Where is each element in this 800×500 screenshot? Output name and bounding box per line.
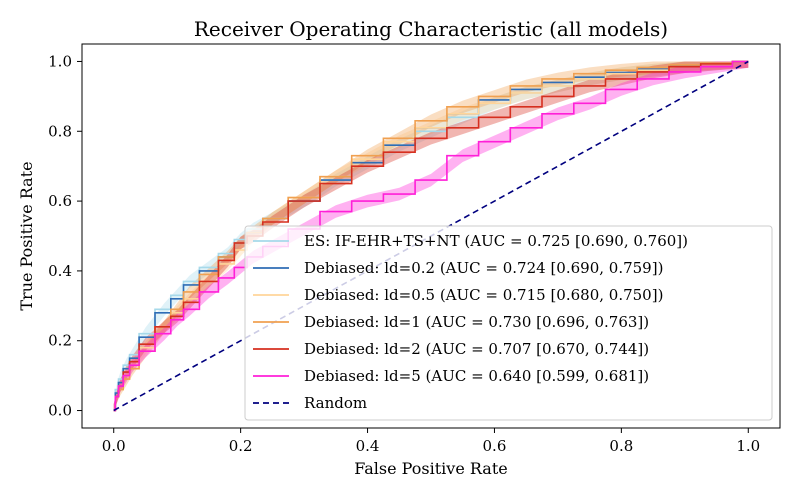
x-tick-label: 0.6 xyxy=(483,437,507,455)
y-tick-label: 1.0 xyxy=(48,52,72,70)
y-axis-label: True Positive Rate xyxy=(17,161,36,310)
legend-entry-0: ES: IF-EHR+TS+NT (AUC = 0.725 [0.690, 0.… xyxy=(304,232,688,250)
chart-title: Receiver Operating Characteristic (all m… xyxy=(194,17,668,41)
legend-entry-6: Random xyxy=(304,394,367,412)
legend-box xyxy=(244,225,773,421)
legend-entry-4: Debiased: ld=2 (AUC = 0.707 [0.670, 0.74… xyxy=(304,340,649,358)
y-tick-label: 0.0 xyxy=(48,402,72,420)
y-tick-label: 0.6 xyxy=(48,192,72,210)
x-tick-label: 0.0 xyxy=(102,437,126,455)
legend-entry-3: Debiased: ld=1 (AUC = 0.730 [0.696, 0.76… xyxy=(304,313,649,331)
x-tick-label: 1.0 xyxy=(736,437,760,455)
series-line-4-debiased-ld-2-auc-0-707-0-670-0-744 xyxy=(113,60,749,412)
x-tick-label: 0.2 xyxy=(229,437,253,455)
x-tick-label: 0.8 xyxy=(609,437,633,455)
y-tick-label: 0.4 xyxy=(48,262,72,280)
legend-entry-1: Debiased: ld=0.2 (AUC = 0.724 [0.690, 0.… xyxy=(304,259,663,277)
x-axis-label: False Positive Rate xyxy=(354,459,508,478)
x-axis: 0.0 0.2 0.4 0.6 0.8 1.0 xyxy=(102,428,760,455)
y-tick-label: 0.8 xyxy=(48,122,72,140)
plot-frame xyxy=(81,43,781,429)
legend-entry-5: Debiased: ld=5 (AUC = 0.640 [0.599, 0.68… xyxy=(304,367,649,385)
legend: ES: IF-EHR+TS+NT (AUC = 0.725 [0.690, 0.… xyxy=(244,225,773,421)
x-tick-label: 0.4 xyxy=(356,437,380,455)
y-tick-label: 0.2 xyxy=(48,332,72,350)
plot-area xyxy=(113,60,749,412)
legend-entry-2: Debiased: ld=0.5 (AUC = 0.715 [0.680, 0.… xyxy=(304,286,663,304)
y-axis: 0.0 0.2 0.4 0.6 0.8 1.0 xyxy=(48,52,82,420)
